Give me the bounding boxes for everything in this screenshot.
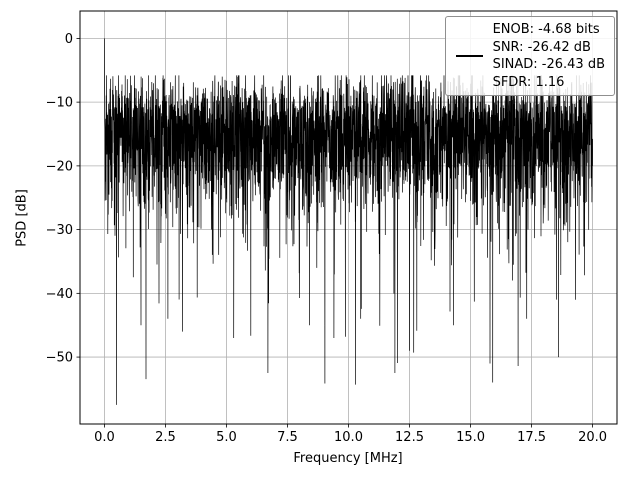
legend-enob: ENOB: -4.68 bits (492, 22, 600, 37)
y-axis-label: PSD [dB] (14, 189, 30, 247)
x-tick-label: 2.5 (155, 430, 176, 445)
psd-line-sample-icon (455, 54, 483, 58)
legend: ENOB: -4.68 bits SNR: -26.42 dB SINAD: -… (444, 16, 615, 97)
legend-sfdr: SFDR: 1.16 (492, 74, 565, 90)
y-tick-label: −50 (46, 351, 73, 366)
psd-trace (104, 38, 593, 405)
y-tick-label: −10 (46, 96, 73, 111)
x-tick-label: 12.5 (395, 430, 424, 445)
y-tick-label: −20 (46, 159, 73, 174)
x-tick-label: 0.0 (94, 430, 115, 445)
legend-snr: SNR: -26.42 dB (492, 39, 591, 55)
x-tick-label: 17.5 (517, 430, 546, 445)
x-tick-label: 20.0 (578, 430, 607, 445)
x-axis-label: Frequency [MHz] (293, 451, 403, 466)
x-tick-label: 7.5 (277, 430, 298, 445)
x-tick-label: 5.0 (216, 430, 237, 445)
y-tick-label: −40 (46, 287, 73, 302)
y-tick-label: −30 (46, 223, 73, 238)
legend-sinad: SINAD: -26.43 dB (492, 57, 605, 73)
legend-text-block: ENOB: -4.68 bits SNR: -26.42 dB SINAD: -… (493, 21, 605, 91)
x-tick-label: 10.0 (334, 430, 363, 445)
y-tick-label: 0 (65, 32, 73, 47)
x-tick-label: 15.0 (456, 430, 485, 445)
